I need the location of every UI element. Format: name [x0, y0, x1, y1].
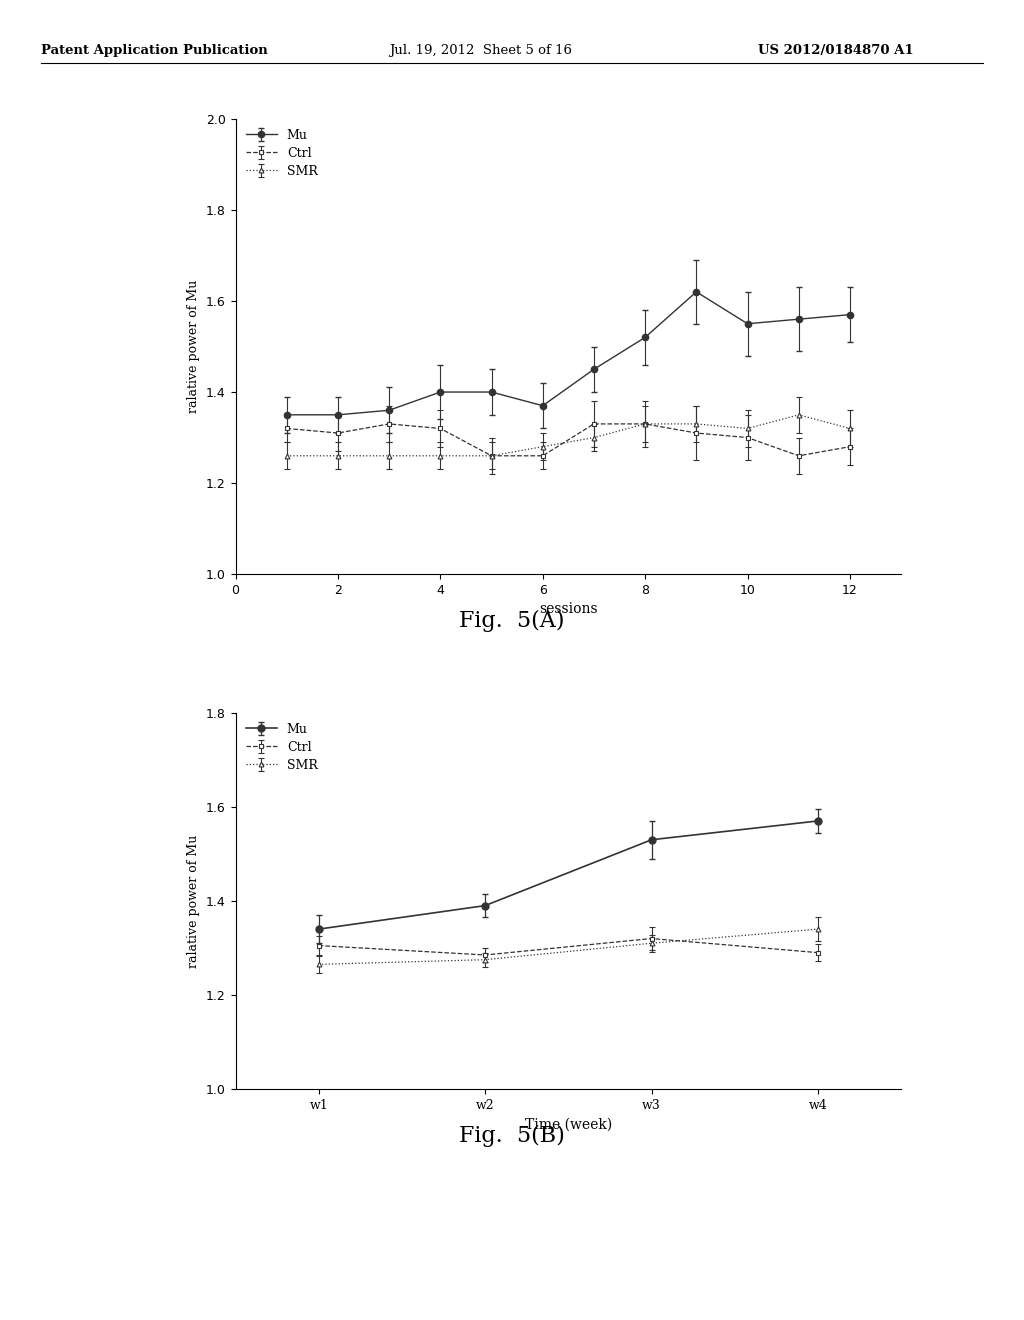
X-axis label: sessions: sessions	[539, 602, 598, 616]
Legend: Mu, Ctrl, SMR: Mu, Ctrl, SMR	[242, 125, 322, 182]
Y-axis label: ralative power of Mu: ralative power of Mu	[187, 834, 201, 968]
Text: Fig.  5(A): Fig. 5(A)	[459, 610, 565, 632]
Text: Patent Application Publication: Patent Application Publication	[41, 44, 267, 57]
Text: US 2012/0184870 A1: US 2012/0184870 A1	[758, 44, 913, 57]
Text: Fig.  5(B): Fig. 5(B)	[459, 1125, 565, 1147]
Text: Jul. 19, 2012  Sheet 5 of 16: Jul. 19, 2012 Sheet 5 of 16	[389, 44, 572, 57]
Y-axis label: ralative power of Mu: ralative power of Mu	[187, 280, 201, 413]
X-axis label: Time (week): Time (week)	[524, 1117, 612, 1131]
Legend: Mu, Ctrl, SMR: Mu, Ctrl, SMR	[242, 719, 322, 776]
